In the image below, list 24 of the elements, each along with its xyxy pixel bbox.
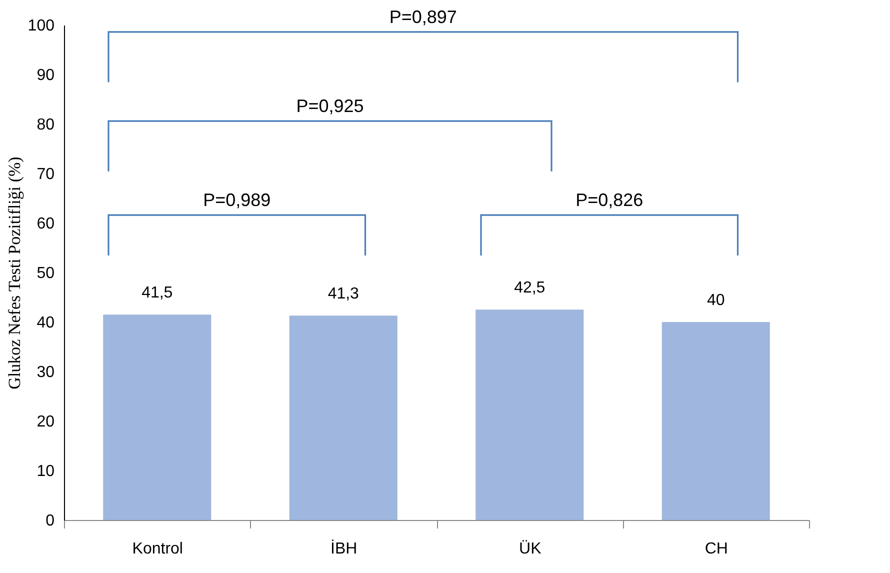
annotation: P=0,897 <box>389 6 457 27</box>
y-tick-label: 40 <box>36 314 55 332</box>
annotation: P=0,826 <box>576 190 644 210</box>
y-tick-label: 10 <box>36 463 55 480</box>
y-tick-label: 80 <box>36 116 55 134</box>
annotation: P=0,925 <box>296 96 364 116</box>
x-tick-label: İBH <box>330 540 358 558</box>
data-label: 40 <box>706 292 725 309</box>
data-label: 41,5 <box>142 284 173 302</box>
annotation: P=0,989 <box>203 190 271 210</box>
y-tick-label: 100 <box>28 18 55 34</box>
y-tick-label: 60 <box>36 216 55 232</box>
y-tick-label: 30 <box>36 364 55 381</box>
x-tick-label: ÜK <box>519 540 542 558</box>
y-tick-label: 20 <box>36 414 55 430</box>
data-label: 41,3 <box>328 286 360 303</box>
y-tick-label: 90 <box>36 67 55 84</box>
y-tick-label: 70 <box>36 166 55 183</box>
data-label: 42,5 <box>514 280 546 297</box>
x-tick-label: Kontrol <box>132 540 183 558</box>
x-tick-label: CH <box>704 540 728 558</box>
y-tick-label: 50 <box>36 265 55 282</box>
y-tick-label: 0 <box>46 512 55 530</box>
y-axis-title: Glukoz Nefes Testi Pozitifliği (%) <box>4 156 24 390</box>
